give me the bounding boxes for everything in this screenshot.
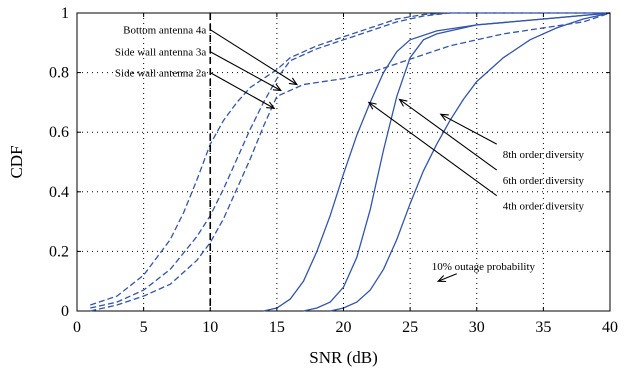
y-tick-label: 0 [61, 303, 69, 320]
annotation-label: Side wall antenna 2a [115, 68, 206, 80]
annotation-label: 4th order diversity [503, 201, 585, 213]
annotation-label: 10% outage probability [432, 261, 536, 273]
annotation-label: 6th order diversity [503, 175, 585, 187]
annotation-label: Bottom antenna 4a [123, 25, 206, 37]
y-tick-label: 0.6 [49, 124, 69, 141]
y-tick-label: 1 [61, 5, 69, 22]
y-tick-label: 0.4 [49, 184, 69, 201]
x-tick-label: 30 [469, 319, 485, 336]
x-tick-label: 20 [336, 319, 352, 336]
y-tick-label: 0.8 [49, 65, 69, 82]
annotation-label: Side wall antenna 3a [115, 47, 206, 59]
x-tick-label: 35 [535, 319, 551, 336]
x-tick-label: 10 [202, 319, 218, 336]
x-tick-label: 0 [73, 319, 81, 336]
annotation-arrow [210, 30, 297, 85]
annotation-arrow [438, 274, 457, 281]
x-axis-label: SNR (dB) [309, 348, 377, 367]
x-tick-label: 5 [140, 319, 148, 336]
y-tick-label: 0.2 [49, 243, 69, 260]
annotation-layer: Bottom antenna 4a Side wall antenna 3a Sid… [115, 25, 585, 282]
annotation-arrow [210, 52, 281, 91]
annotation-arrow [210, 73, 274, 109]
x-tick-label: 40 [602, 319, 618, 336]
annotation-arrowhead [289, 78, 297, 85]
annotation-label: 8th order diversity [503, 149, 585, 161]
x-tick-label: 15 [269, 319, 285, 336]
y-axis-label: CDF [7, 145, 26, 178]
annotation-arrow [441, 114, 497, 144]
x-tick-label: 25 [402, 319, 418, 336]
annotation-arrow [369, 102, 497, 195]
